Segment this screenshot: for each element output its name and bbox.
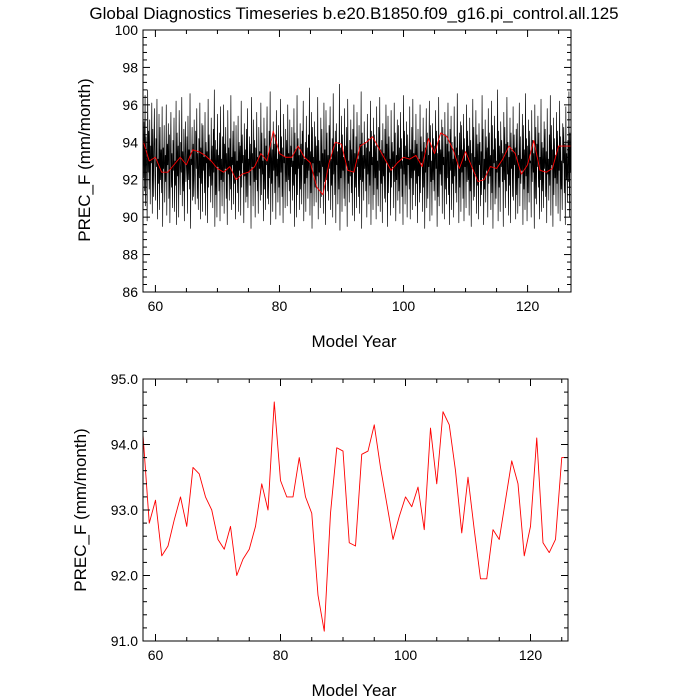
bottom-x-axis: 60 80 100 120 bbox=[148, 379, 563, 663]
top-y-tick-label: 94 bbox=[122, 134, 138, 150]
top-x-tick-label: 100 bbox=[392, 298, 416, 314]
top-y-axis: 86 88 90 92 94 96 98 100 bbox=[115, 22, 571, 300]
bottom-x-tick-label: 120 bbox=[519, 647, 543, 663]
top-y-tick-label: 96 bbox=[122, 97, 138, 113]
figure-title: Global Diagnostics Timeseries b.e20.B185… bbox=[89, 4, 618, 23]
bottom-y-axis-label: PREC_F (mm/month) bbox=[71, 428, 90, 591]
bottom-y-tick-label: 91.0 bbox=[111, 633, 138, 649]
bottom-y-axis: 91.0 92.0 93.0 94.0 95.0 bbox=[111, 371, 568, 649]
bottom-y-tick-label: 92.0 bbox=[111, 568, 138, 584]
bottom-x-tick-label: 100 bbox=[394, 647, 418, 663]
top-y-tick-label: 98 bbox=[122, 59, 138, 75]
top-x-axis: 60 80 100 120 bbox=[148, 30, 560, 314]
top-y-axis-label: PREC_F (mm/month) bbox=[75, 78, 94, 241]
bottom-x-axis-label: Model Year bbox=[311, 681, 396, 700]
top-y-tick-label: 86 bbox=[122, 284, 138, 300]
bottom-y-tick-label: 95.0 bbox=[111, 371, 138, 387]
top-x-tick-label: 60 bbox=[148, 298, 164, 314]
bottom-y-tick-label: 94.0 bbox=[111, 437, 138, 453]
bottom-series-line-0 bbox=[143, 401, 568, 632]
bottom-y-tick-label: 93.0 bbox=[111, 502, 138, 518]
top-x-tick-label: 120 bbox=[516, 298, 540, 314]
top-y-tick-label: 100 bbox=[115, 22, 139, 38]
top-series-annual-1 bbox=[143, 130, 571, 196]
top-series-monthly-0 bbox=[143, 83, 571, 231]
bottom-x-tick-label: 80 bbox=[273, 647, 289, 663]
top-x-axis-label: Model Year bbox=[311, 332, 396, 351]
top-y-tick-label: 88 bbox=[122, 247, 138, 263]
bottom-x-tick-label: 60 bbox=[148, 647, 164, 663]
top-y-tick-label: 90 bbox=[122, 209, 138, 225]
top-y-tick-label: 92 bbox=[122, 172, 138, 188]
bottom-chart: 60 80 100 120 91.0 92.0 93.0 94.0 95.0 Model Ye… bbox=[71, 371, 569, 700]
top-x-tick-label: 80 bbox=[272, 298, 288, 314]
bottom-plot-area bbox=[142, 378, 569, 642]
top-plot-frame bbox=[142, 29, 572, 293]
top-plot-area bbox=[142, 29, 572, 293]
